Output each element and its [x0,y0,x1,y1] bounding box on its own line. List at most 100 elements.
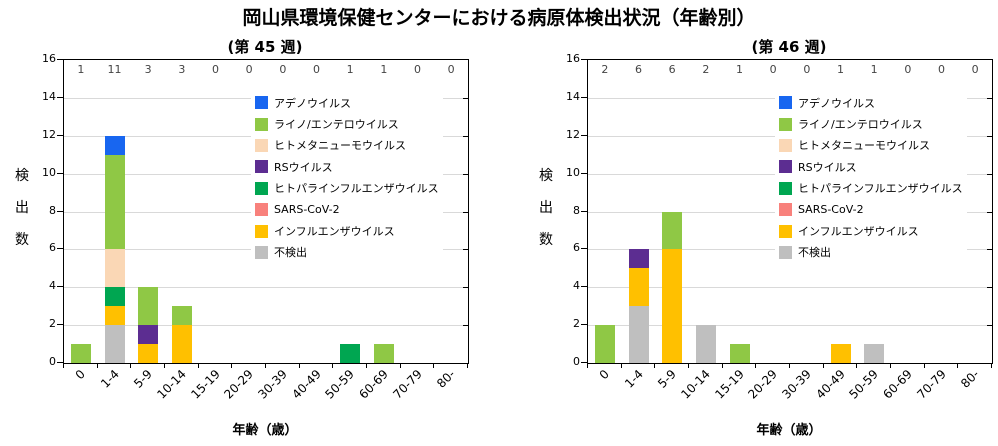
bar-segment [695,325,716,363]
chart-subtitle: (第 46 週) [751,38,827,56]
legend-swatch [255,224,268,238]
y-tick-label: 10 [566,165,580,179]
bar-value-label: 0 [447,63,455,76]
y-tick-label: 6 [573,241,580,255]
bar-segment [662,211,683,250]
legend-swatch [779,117,792,131]
y-axis-title: 検出数 [537,165,555,249]
legend-swatch [779,245,792,259]
y-axis-title-char: 検 [15,168,29,184]
y-tick-label: 4 [49,279,56,293]
legend-label: ライノ/エンテロウイルス [274,118,399,132]
bar-value-label: 0 [971,63,979,76]
bar-value-label: 0 [211,63,219,76]
bar-segment [628,249,649,269]
axis-tick [987,135,992,137]
page-title: 岡山県環境保健センターにおける病原体検出状況（年齢別） [242,7,756,29]
axis-tick [587,364,588,368]
legend-item: ライノ/エンテロウイルス [779,113,963,134]
legend-swatch [779,96,792,110]
legend-label: RSウイルス [798,160,857,174]
bar [695,325,716,363]
legend-label: SARS-CoV-2 [274,203,340,217]
legend-label: ヒトメタニューモウイルス [798,139,930,153]
axis-tick [57,172,63,174]
axis-tick [57,324,63,326]
axis-tick [581,172,587,174]
axis-tick [231,364,233,368]
legend-swatch [779,138,792,152]
y-tick-label: 16 [566,52,580,65]
bar-value-label: 1 [346,63,354,76]
axis-tick [721,364,723,368]
bar-segment [628,306,649,363]
y-tick-label: 16 [42,52,56,65]
axis-tick [581,210,587,212]
axis-tick [822,364,824,368]
bar-segment [138,287,159,326]
legend-swatch [255,203,268,217]
chart-week-45: (第 45 週) 検出数 1 11 3 3 0 0 0 0 1 1 0 0 年齢（歳） アデノウイルス… [0,34,474,446]
axis-tick [987,173,992,175]
legend-swatch [255,160,268,174]
bar [864,344,885,363]
y-tick-label: 2 [49,317,56,331]
bar-segment [104,249,125,288]
legend-item: インフルエンザウイルス [255,220,439,241]
bar-value-label: 1 [77,63,85,76]
bar-segment [594,325,615,363]
legend-label: ヒトパラインフルエンザウイルス [274,182,439,196]
bar-segment [70,344,91,363]
bar-value-label: 1 [735,63,743,76]
bar-segment [662,249,683,363]
axis-tick [130,364,132,368]
axis-tick [957,364,959,368]
y-tick-label: 12 [566,127,580,141]
axis-tick [581,59,587,60]
bar-value-label: 1 [380,63,388,76]
bar-segment [138,325,159,345]
axis-tick [789,364,790,368]
legend-item: SARS-CoV-2 [779,199,963,220]
y-axis-title-char: 数 [15,232,29,248]
bar [171,306,192,363]
legend-swatch [255,181,268,195]
axis-tick [581,96,587,98]
y-tick-label: 8 [573,203,580,217]
axis-tick [581,248,587,250]
legend-item: ヒトパラインフルエンザウイルス [255,178,439,199]
axis-tick [366,364,367,368]
bar [729,344,750,363]
axis-tick [581,324,587,326]
axis-tick [197,364,199,368]
axis-tick [463,173,468,175]
legend-item: アデノウイルス [255,92,439,113]
gridline [588,287,992,289]
bar-segment [171,306,192,326]
axis-tick [164,364,165,368]
bar-value-label: 0 [769,63,777,76]
axis-tick [991,364,992,368]
bar-value-label: 2 [601,63,609,76]
y-axis-title-char: 出 [15,200,29,216]
y-tick-label: 14 [42,89,56,103]
y-tick-label: 8 [49,203,56,217]
bar-segment [830,344,851,363]
gridline [588,325,992,327]
axis-tick [57,96,63,98]
legend-label: アデノウイルス [274,96,351,110]
axis-tick [987,249,992,251]
legend: アデノウイルス ライノ/エンテロウイルス ヒトメタニューモウイルス RSウイルス ヒトパ… [775,91,967,265]
bar [70,344,91,363]
legend-label: インフルエンザウイルス [798,225,919,239]
chart-subtitle: (第 45 週) [227,38,303,56]
x-axis-title: 年齢（歳） [232,423,298,438]
axis-tick [463,211,468,213]
bar [104,135,125,363]
axis-tick [463,249,468,251]
y-axis-title-char: 検 [539,168,553,184]
bar-value-label: 0 [245,63,253,76]
bar-segment [104,325,125,363]
